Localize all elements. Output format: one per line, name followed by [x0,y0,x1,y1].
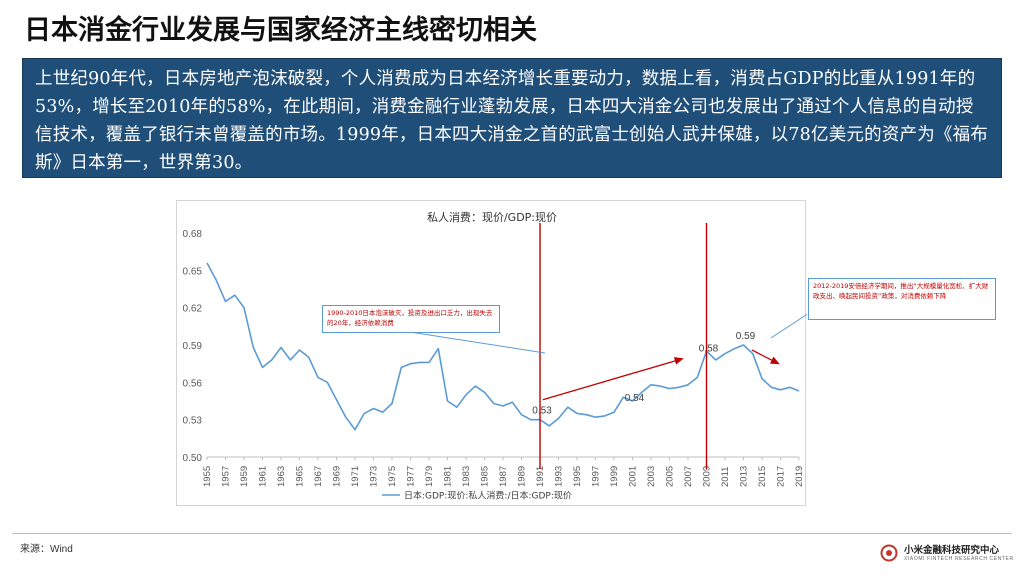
x-tick-label: 2019 [794,466,805,487]
consumption-gdp-chart: 私人消费：现价/GDP:现价 0.68 0.65 0.62 0.59 0.56 0.53 0.… [183,210,807,502]
chart-container: 私人消费：现价/GDP:现价 0.68 0.65 0.62 0.59 0.56 0.53 0.… [176,200,807,506]
callout-1990-2010: 1990-2010日本泡沫破灭，投资及进出口乏力，出现失去的20年，经济依赖消费 [322,305,500,333]
summary-box: 上世纪90年代，日本房地产泡沫破裂，个人消费成为日本经济增长重要动力，数据上看，… [22,58,1002,178]
y-tick-label: 0.68 [183,229,203,240]
uptrend-arrow [542,357,684,401]
x-tick-label: 1967 [313,466,324,487]
x-tick-label: 2015 [757,466,768,487]
x-tick-label: 2011 [720,467,731,487]
x-tick-label: 2013 [739,466,750,487]
x-tick-label: 1959 [239,466,250,487]
x-tick-label: 1977 [406,466,417,487]
x-tick-label: 1979 [424,466,435,487]
footer-divider [12,533,1012,534]
x-tick-label: 1973 [369,466,380,487]
x-tick-label: 1987 [498,466,509,487]
data-label: 0.59 [736,331,756,342]
x-tick-label: 1999 [609,466,620,487]
x-tick-label: 1965 [295,466,306,487]
x-tick-label: 2007 [683,466,694,487]
y-tick-label: 0.50 [183,453,203,464]
x-tick-label: 2005 [665,466,676,487]
x-tick-label: 1957 [221,466,232,487]
x-tick-label: 1997 [591,466,602,487]
y-tick-label: 0.53 [183,416,203,427]
x-tick-label: 1995 [572,466,583,487]
x-tick-label: 2009 [702,466,713,487]
x-tick-label: 2017 [776,466,787,487]
y-tick-label: 0.62 [183,304,203,315]
consumption-ratio-line [206,262,800,431]
y-tick-label: 0.65 [183,266,203,277]
x-tick-label: 1993 [554,466,565,487]
data-label: 0.54 [625,393,645,404]
x-tick-label: 2003 [646,466,657,487]
x-tick-label: 1989 [517,466,528,487]
logo-text: 小米金融科技研究中心 [904,545,1000,556]
x-tick-label: 1955 [202,466,213,487]
x-tick-label: 1981 [443,466,454,487]
logo-subtext: XIAOMI FINTECH RESEARCH CENTER [904,556,1014,562]
x-tick-label: 1975 [387,466,398,487]
data-label: 0.53 [532,406,552,417]
callout-right-pointer [770,313,807,339]
x-tick-label: 1983 [461,466,472,487]
brand-logo: 小米金融科技研究中心 XIAOMI FINTECH RESEARCH CENTE… [880,540,1020,570]
logo-mark-icon [880,544,898,562]
x-tick-label: 1971 [350,466,361,487]
x-tick-label: 1985 [480,466,491,487]
x-tick-label: 1991 [535,466,546,487]
y-tick-label: 0.56 [183,378,203,389]
chart-title: 私人消费：现价/GDP:现价 [427,210,557,224]
slide-title: 日本消金行业发展与国家经济主线密切相关 [24,15,537,46]
x-tick-label: 2001 [628,466,639,487]
downtrend-arrow [751,349,780,365]
legend-label: 日本:GDP:现价:私人消费:/日本:GDP:现价 [404,490,572,502]
y-tick-label: 0.59 [183,341,203,352]
x-tick-label: 1961 [258,466,269,487]
data-label: 0.58 [699,343,719,354]
x-tick-label: 1969 [332,466,343,487]
callout-2012-2019: 2012-2019安倍经济学期间，推出“大规模量化宽松、扩大财政支出、唤起民间投… [808,278,996,320]
x-tick-label: 1963 [276,466,287,487]
source-note: 来源：Wind [20,544,73,555]
